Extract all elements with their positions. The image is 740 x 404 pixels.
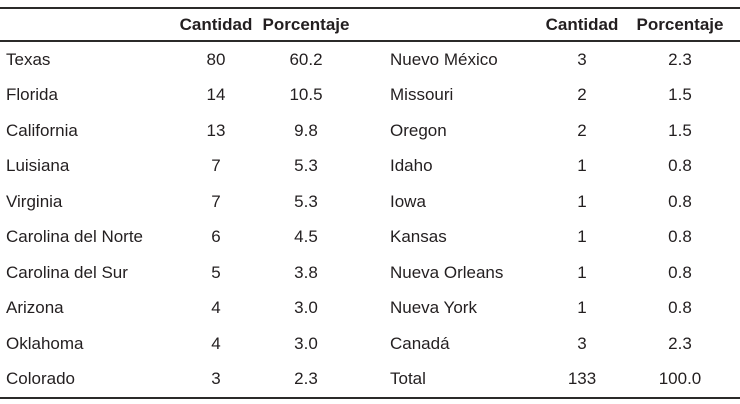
header-porcentaje-right: Porcentaje	[636, 15, 724, 34]
table-row: Virginia 7 5.3 Iowa 1 0.8	[0, 184, 740, 220]
cell-value: 2.3	[668, 333, 692, 353]
cell-value: 133	[567, 369, 597, 389]
cell-value: 3	[577, 49, 587, 69]
cell-value: 1	[577, 227, 587, 247]
table-row: Colorado 3 2.3 Total 133 100.0	[0, 361, 740, 397]
row-label: Texas	[6, 49, 51, 69]
cell-value: 1	[577, 156, 587, 176]
cell-value: 4.5	[294, 227, 318, 247]
row-label: Oklahoma	[6, 333, 84, 353]
table-row: Texas 80 60.2 Nuevo México 3 2.3	[0, 42, 740, 78]
table-row: Carolina del Norte 6 4.5 Kansas 1 0.8	[0, 219, 740, 255]
row-label: Virginia	[6, 191, 63, 211]
row-label: Nuevo México	[390, 49, 498, 69]
cell-value: 2	[577, 85, 587, 105]
row-label: Idaho	[390, 156, 433, 176]
cell-value: 14	[206, 85, 226, 105]
cell-value: 0.8	[668, 262, 692, 282]
table-row: Arizona 4 3.0 Nueva York 1 0.8	[0, 290, 740, 326]
cell-value: 5.3	[294, 191, 318, 211]
cell-value: 10.5	[289, 85, 323, 105]
cell-value: 1	[577, 298, 587, 318]
header-cantidad-left: Cantidad	[179, 15, 253, 34]
table-row: Luisiana 7 5.3 Idaho 1 0.8	[0, 148, 740, 184]
cell-value: 0.8	[668, 191, 692, 211]
table-row: Florida 14 10.5 Missouri 2 1.5	[0, 77, 740, 113]
row-label: Nueva Orleans	[390, 262, 504, 282]
cell-value: 0.8	[668, 298, 692, 318]
row-label: Kansas	[390, 227, 447, 247]
cell-value: 3	[577, 333, 587, 353]
cell-value: 7	[211, 191, 221, 211]
cell-value: 9.8	[294, 120, 318, 140]
row-label: Missouri	[390, 85, 454, 105]
table-body: Texas 80 60.2 Nuevo México 3 2.3 Florida 14 10.5…	[0, 42, 740, 397]
row-label: Oregon	[390, 120, 447, 140]
cell-value: 100.0	[658, 369, 702, 389]
row-label: Canadá	[390, 333, 450, 353]
table-header-rule	[0, 40, 740, 42]
row-label: Colorado	[6, 369, 75, 389]
row-label: Carolina del Sur	[6, 262, 128, 282]
cell-value: 60.2	[289, 49, 323, 69]
cell-value: 3.0	[294, 298, 318, 318]
cell-value: 80	[206, 49, 226, 69]
row-label: Arizona	[6, 298, 64, 318]
table-bottom-rule	[0, 396, 740, 399]
row-label: Florida	[6, 85, 58, 105]
cell-value: 1.5	[668, 120, 692, 140]
cell-value: 6	[211, 227, 221, 247]
table-row: Carolina del Sur 5 3.8 Nueva Orleans 1 0.8	[0, 255, 740, 291]
row-label: California	[6, 120, 78, 140]
cell-value: 2.3	[668, 49, 692, 69]
cell-value: 5	[211, 262, 221, 282]
table-header-row: Cantidad Porcentaje Cantidad Porcentaje	[0, 9, 740, 40]
cell-value: 3.0	[294, 333, 318, 353]
cell-value: 0.8	[668, 227, 692, 247]
row-label: Iowa	[390, 191, 426, 211]
table-top-rule	[0, 7, 740, 9]
cell-value: 1	[577, 262, 587, 282]
row-label: Luisiana	[6, 156, 70, 176]
cell-value: 3.8	[294, 262, 318, 282]
cell-value: 7	[211, 156, 221, 176]
cell-value: 13	[206, 120, 226, 140]
cell-value: 2	[577, 120, 587, 140]
cell-value: 2.3	[294, 369, 318, 389]
table-row: Oklahoma 4 3.0 Canadá 3 2.3	[0, 326, 740, 362]
header-porcentaje-left: Porcentaje	[262, 15, 350, 34]
cell-value: 3	[211, 369, 221, 389]
row-label: Nueva York	[390, 298, 477, 318]
cell-value: 4	[211, 333, 221, 353]
row-label: Carolina del Norte	[6, 227, 144, 247]
table-row: California 13 9.8 Oregon 2 1.5	[0, 113, 740, 149]
cell-value: 4	[211, 298, 221, 318]
cell-value: 5.3	[294, 156, 318, 176]
cell-value: 1.5	[668, 85, 692, 105]
row-label: Total	[390, 369, 426, 389]
cell-value: 1	[577, 191, 587, 211]
header-cantidad-right: Cantidad	[545, 15, 619, 34]
cell-value: 0.8	[668, 156, 692, 176]
